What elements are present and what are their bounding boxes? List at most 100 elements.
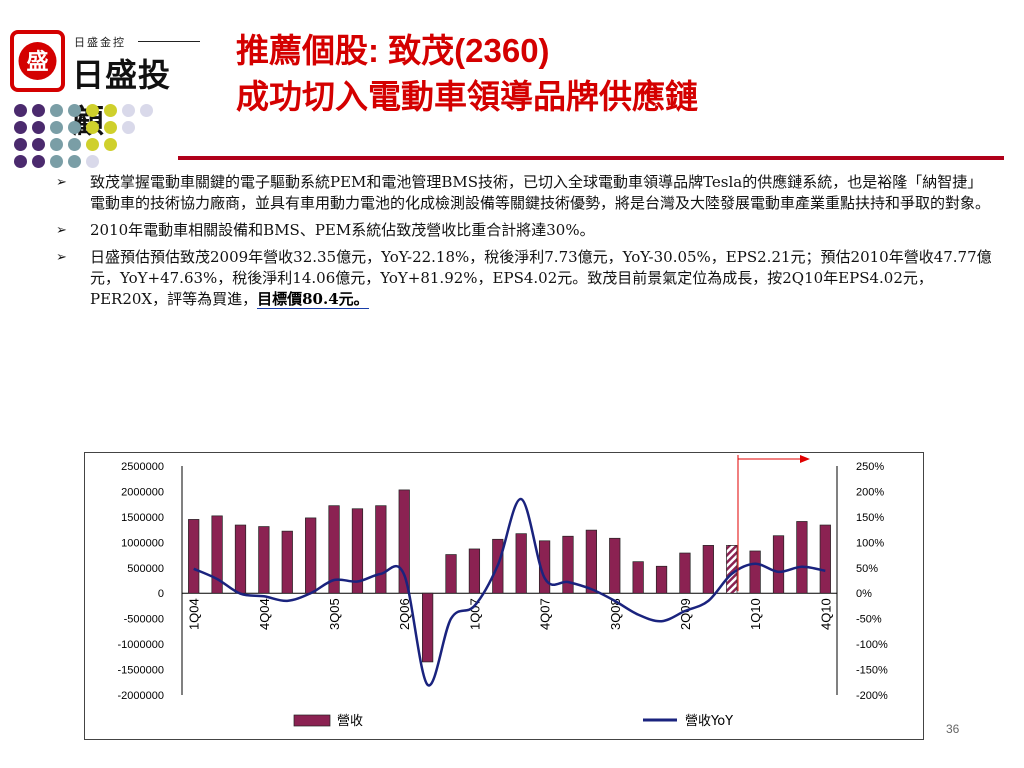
bullet-item: ➢ 致茂掌握電動車關鍵的電子驅動系統PEM和電池管理BMS技術，已切入全球電動車… bbox=[56, 172, 996, 214]
revenue-bar bbox=[819, 524, 831, 594]
legend-bar-swatch bbox=[293, 714, 331, 727]
revenue-bar bbox=[585, 529, 597, 594]
page-number: 36 bbox=[946, 722, 960, 736]
decorative-dot bbox=[50, 155, 63, 168]
title-rule bbox=[178, 156, 1004, 160]
bullet-list: ➢ 致茂掌握電動車關鍵的電子驅動系統PEM和電池管理BMS技術，已切入全球電動車… bbox=[56, 172, 996, 316]
bullet-text: 日盛預估預估致茂2009年營收32.35億元，YoY-22.18%，稅後淨利7.… bbox=[90, 248, 992, 308]
revenue-bar bbox=[772, 535, 785, 594]
y-left-tick-label: 500000 bbox=[127, 563, 164, 575]
x-tick-label: 1Q07 bbox=[467, 598, 482, 630]
arrow-bullet-icon: ➢ bbox=[56, 175, 67, 190]
decorative-dot bbox=[122, 104, 135, 117]
decorative-dot bbox=[50, 104, 63, 117]
decorative-dot bbox=[50, 121, 63, 134]
y-left-tick-label: 1000000 bbox=[121, 537, 164, 549]
decorative-dot bbox=[32, 155, 45, 168]
highlighted-bar bbox=[726, 545, 738, 594]
x-tick-label: 2Q09 bbox=[678, 598, 693, 630]
revenue-bar bbox=[679, 552, 691, 594]
chart-svg: 2500000 2000000 1500000 1000000 500000 0 -5000… bbox=[118, 455, 888, 729]
decorative-dot bbox=[104, 104, 117, 117]
decorative-dot bbox=[140, 104, 153, 117]
y-right-tick-label: 0% bbox=[856, 588, 872, 600]
revenue-bar bbox=[351, 508, 364, 594]
decorative-dot bbox=[14, 138, 27, 151]
seal-logo-icon: 盛 bbox=[10, 30, 65, 92]
decorative-dot bbox=[68, 104, 81, 117]
decorative-dot bbox=[86, 155, 99, 168]
revenue-bar bbox=[398, 489, 410, 594]
revenue-bar bbox=[468, 548, 481, 594]
y-left-tick-label: 2500000 bbox=[121, 461, 164, 473]
slide-title: 推薦個股: 致茂(2360) 成功切入電動車領導品牌供應鏈 bbox=[236, 28, 698, 120]
arrow-bullet-icon: ➢ bbox=[56, 223, 67, 238]
y-right-tick-label: 100% bbox=[856, 537, 884, 549]
decorative-dot bbox=[68, 138, 81, 151]
brand-divider bbox=[138, 41, 200, 42]
bullet-item: ➢ 日盛預估預估致茂2009年營收32.35億元，YoY-22.18%，稅後淨利… bbox=[56, 247, 996, 310]
y-left-tick-label: -2000000 bbox=[118, 690, 165, 702]
revenue-bar bbox=[211, 515, 223, 594]
legend-bar-label: 營收 bbox=[337, 714, 363, 729]
decorative-dot bbox=[104, 121, 117, 134]
title-suffix: : 致茂(2360) bbox=[368, 32, 550, 69]
revenue-bar bbox=[562, 535, 574, 594]
y-left-tick-label: -1000000 bbox=[118, 639, 165, 651]
decorative-dot bbox=[86, 138, 99, 151]
decorative-dot bbox=[122, 121, 135, 134]
y-left-tick-label: 1500000 bbox=[121, 512, 164, 524]
y-right-tick-label: -150% bbox=[856, 665, 888, 677]
target-price: 目標價80.4元。 bbox=[257, 290, 369, 309]
revenue-bar bbox=[796, 521, 808, 594]
legend-line-label: 營收YoY bbox=[685, 714, 733, 729]
y-left-tick-label: -1500000 bbox=[118, 665, 165, 677]
revenue-bar bbox=[538, 540, 551, 594]
x-tick-label: 4Q04 bbox=[257, 598, 272, 630]
y-right-tick-label: 250% bbox=[856, 461, 884, 473]
x-tick-label: 1Q10 bbox=[748, 598, 763, 630]
highlight-arrow-head bbox=[799, 455, 810, 463]
y-right-tick-label: 150% bbox=[856, 512, 884, 524]
decorative-dot bbox=[50, 138, 63, 151]
revenue-bar bbox=[445, 554, 457, 594]
decorative-dot bbox=[86, 104, 99, 117]
decorative-dot bbox=[32, 104, 45, 117]
revenue-bar bbox=[749, 550, 761, 594]
revenue-bar bbox=[234, 524, 247, 594]
decorative-dot bbox=[68, 155, 81, 168]
decorative-dot bbox=[32, 121, 45, 134]
decorative-dot bbox=[14, 155, 27, 168]
bullet-item: ➢ 2010年電動車相關設備和BMS、PEM系統佔致茂營收比重合計將達30%。 bbox=[56, 220, 996, 241]
y-left-tick-label: -500000 bbox=[124, 614, 164, 626]
x-tick-label: 1Q04 bbox=[187, 598, 202, 630]
revenue-bar bbox=[702, 545, 714, 594]
decorative-dot bbox=[104, 138, 117, 151]
revenue-bar bbox=[305, 517, 317, 594]
decorative-dot bbox=[86, 121, 99, 134]
x-tick-label: 4Q10 bbox=[818, 598, 833, 630]
revenue-bar bbox=[281, 530, 293, 594]
y-right-tick-label: 200% bbox=[856, 486, 884, 498]
revenue-bar bbox=[328, 505, 340, 594]
company-logo: 盛 日盛金控 日盛投顧 bbox=[10, 30, 200, 140]
revenue-bar bbox=[188, 519, 200, 594]
seal-char: 盛 bbox=[26, 49, 48, 75]
decorative-dot bbox=[14, 104, 27, 117]
y-left-tick-label: 0 bbox=[158, 588, 164, 600]
y-right-tick-label: -50% bbox=[856, 614, 882, 626]
title-prefix: 推薦個股 bbox=[236, 31, 368, 70]
revenue-bar bbox=[422, 592, 434, 663]
y-right-tick-label: 50% bbox=[856, 563, 878, 575]
y-right-tick-label: -200% bbox=[856, 690, 888, 702]
title-line-1: 推薦個股: 致茂(2360) bbox=[236, 28, 698, 74]
arrow-bullet-icon: ➢ bbox=[56, 250, 67, 265]
bullet-text: 致茂掌握電動車關鍵的電子驅動系統PEM和電池管理BMS技術，已切入全球電動車領導… bbox=[90, 173, 991, 212]
yoy-line bbox=[193, 497, 826, 687]
x-tick-label: 4Q07 bbox=[538, 598, 553, 630]
x-tick-label: 2Q06 bbox=[397, 598, 412, 630]
revenue-bar bbox=[632, 561, 644, 594]
y-left-tick-label: 2000000 bbox=[121, 486, 164, 498]
revenue-bar bbox=[515, 533, 527, 594]
revenue-chart: 2500000 2000000 1500000 1000000 500000 0 -5000… bbox=[84, 452, 924, 740]
